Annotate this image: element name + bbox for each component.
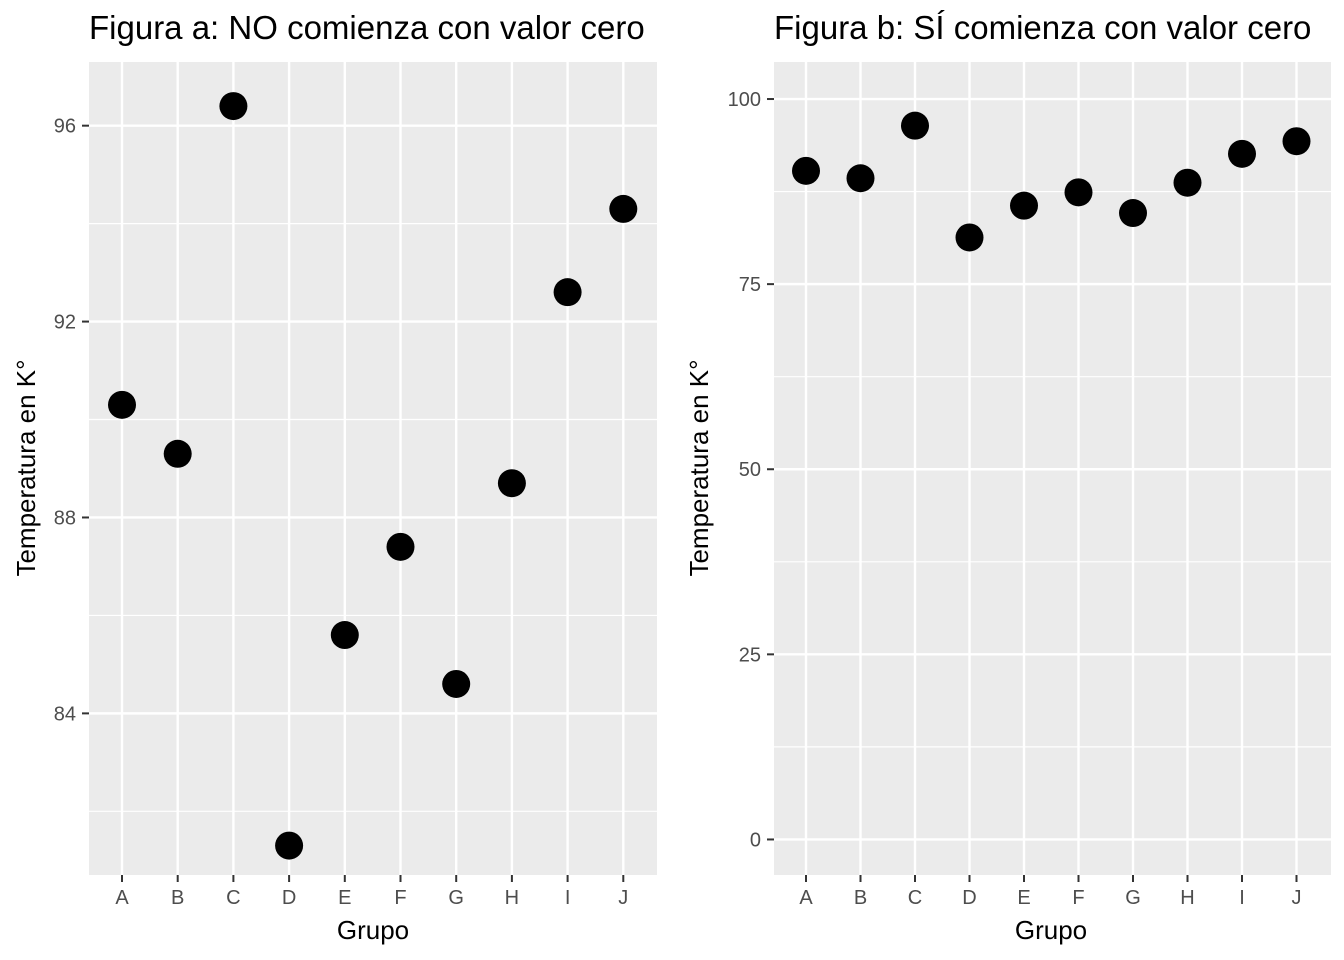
points-b xyxy=(792,111,1311,252)
x-tick-label: H xyxy=(505,887,519,909)
data-point-c xyxy=(219,92,248,121)
y-tick-label: 75 xyxy=(739,274,761,296)
x-tick-label: F xyxy=(394,887,406,909)
plot-background-a xyxy=(89,62,657,875)
x-tick-label: J xyxy=(618,887,628,909)
x-tick-label: C xyxy=(908,887,922,909)
data-point-j xyxy=(1282,127,1311,156)
data-point-g xyxy=(1119,199,1147,228)
gridlines-a xyxy=(89,62,657,875)
x-tick-label: E xyxy=(338,887,351,909)
y-tick-label: 100 xyxy=(728,89,761,111)
x-axis-title-b: Grupo xyxy=(1015,915,1087,945)
data-point-f xyxy=(1064,178,1093,207)
x-tick-label: A xyxy=(799,887,813,909)
data-point-b xyxy=(846,164,875,193)
x-tick-label: B xyxy=(854,887,867,909)
points-a xyxy=(108,92,638,860)
y-tick-label: 88 xyxy=(54,507,76,529)
x-tick-label: A xyxy=(115,887,129,909)
y-tick-label: 92 xyxy=(54,312,76,334)
y-tick-label: 84 xyxy=(54,703,76,725)
y-tick-label: 0 xyxy=(750,829,761,851)
y-tick-label: 50 xyxy=(739,459,761,481)
data-point-e xyxy=(330,621,359,650)
data-point-c xyxy=(901,111,929,140)
x-tick-label: I xyxy=(565,887,571,909)
data-point-b xyxy=(163,439,192,468)
data-point-a xyxy=(792,156,820,185)
x-tick-label: H xyxy=(1180,887,1194,909)
x-axis-b: A B C D E F G H I J xyxy=(799,875,1302,909)
data-point-f xyxy=(386,532,415,561)
data-point-i xyxy=(553,278,582,307)
data-point-i xyxy=(1228,139,1256,168)
x-tick-label: B xyxy=(171,887,184,909)
data-point-d xyxy=(955,223,984,252)
data-point-j xyxy=(609,194,638,223)
y-axis-title-b: Temperatura en K° xyxy=(684,359,714,576)
y-tick-label: 96 xyxy=(54,116,76,138)
x-tick-label: D xyxy=(282,887,296,909)
x-tick-label: G xyxy=(1125,887,1141,909)
panel-b: Figura b: SÍ comienza con valor cero 0 25… xyxy=(684,9,1331,945)
x-axis-title-a: Grupo xyxy=(337,915,409,945)
data-point-d xyxy=(275,831,304,860)
y-tick-label: 25 xyxy=(739,644,761,666)
x-tick-label: I xyxy=(1239,887,1245,909)
data-point-h xyxy=(1173,168,1202,197)
x-tick-label: E xyxy=(1017,887,1030,909)
x-tick-label: D xyxy=(962,887,976,909)
y-axis-title-a: Temperatura en K° xyxy=(11,359,41,576)
chart-title-b: Figura b: SÍ comienza con valor cero xyxy=(774,9,1311,46)
x-tick-label: J xyxy=(1292,887,1302,909)
chart-title-a: Figura a: NO comienza con valor cero xyxy=(89,9,645,46)
y-axis-a: 84 88 92 96 xyxy=(54,116,89,725)
x-tick-label: G xyxy=(448,887,464,909)
y-axis-b: 0 25 50 75 100 xyxy=(728,89,774,851)
data-point-h xyxy=(497,469,526,498)
x-tick-label: C xyxy=(226,887,240,909)
data-point-g xyxy=(442,669,471,698)
data-point-e xyxy=(1010,191,1038,220)
x-tick-label: F xyxy=(1072,887,1084,909)
data-point-a xyxy=(108,390,136,419)
panel-a: Figura a: NO comienza con valor cero 848… xyxy=(11,9,657,945)
x-axis-a: A B C D E F G H I J xyxy=(115,875,628,909)
